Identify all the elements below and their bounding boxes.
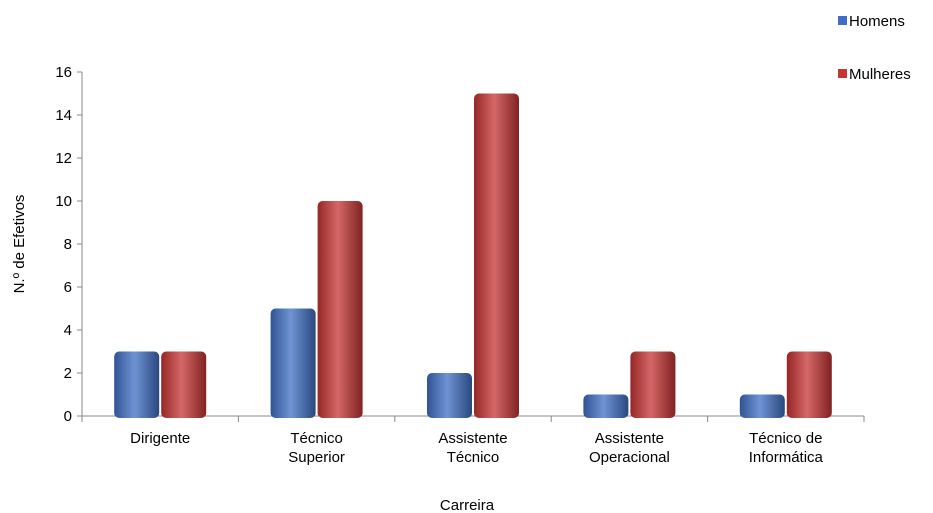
bar-mulheres — [630, 351, 676, 418]
legend-swatch — [838, 69, 847, 78]
bar-homens — [583, 394, 629, 418]
y-axis: 0 2 4 6 8 10 12 14 16 — [55, 64, 83, 425]
y-tick-label: 10 — [55, 193, 72, 210]
y-axis-title: N.º de Efetivos — [11, 195, 28, 294]
bar-homens — [114, 351, 160, 418]
bar-mulheres — [161, 351, 207, 418]
y-tick-label: 4 — [64, 322, 72, 339]
bar-homens — [427, 373, 472, 418]
bar-mulheres — [474, 93, 519, 418]
x-category-label: Dirigente — [130, 430, 190, 447]
x-category-label: Técnico Superior — [288, 430, 345, 466]
y-tick-label: 0 — [64, 408, 72, 425]
legend-label: Mulheres — [849, 66, 911, 83]
x-axis-title: Carreira — [440, 497, 495, 513]
bar-homens — [270, 308, 316, 418]
y-tick-label: 2 — [64, 365, 72, 382]
x-category-label: Técnico de Informática — [749, 430, 824, 466]
y-tick-label: 8 — [64, 236, 72, 253]
bars — [114, 93, 832, 418]
y-tick-label: 6 — [64, 279, 72, 296]
bar-homens — [739, 394, 785, 418]
bar-mulheres — [786, 351, 832, 418]
legend-label: Homens — [849, 13, 905, 30]
legend-swatch — [838, 16, 847, 25]
x-axis: Dirigente Técnico Superior Assistente Técnic… — [81, 415, 865, 466]
bar-mulheres — [317, 201, 363, 418]
x-category-label: Assistente Técnico — [438, 430, 507, 466]
y-tick-label: 14 — [55, 107, 72, 124]
x-category-label: Assistente Operacional — [589, 430, 670, 466]
y-tick-label: 16 — [55, 64, 72, 81]
y-tick-label: 12 — [55, 150, 72, 167]
legend: Homens Mulheres — [838, 13, 911, 83]
